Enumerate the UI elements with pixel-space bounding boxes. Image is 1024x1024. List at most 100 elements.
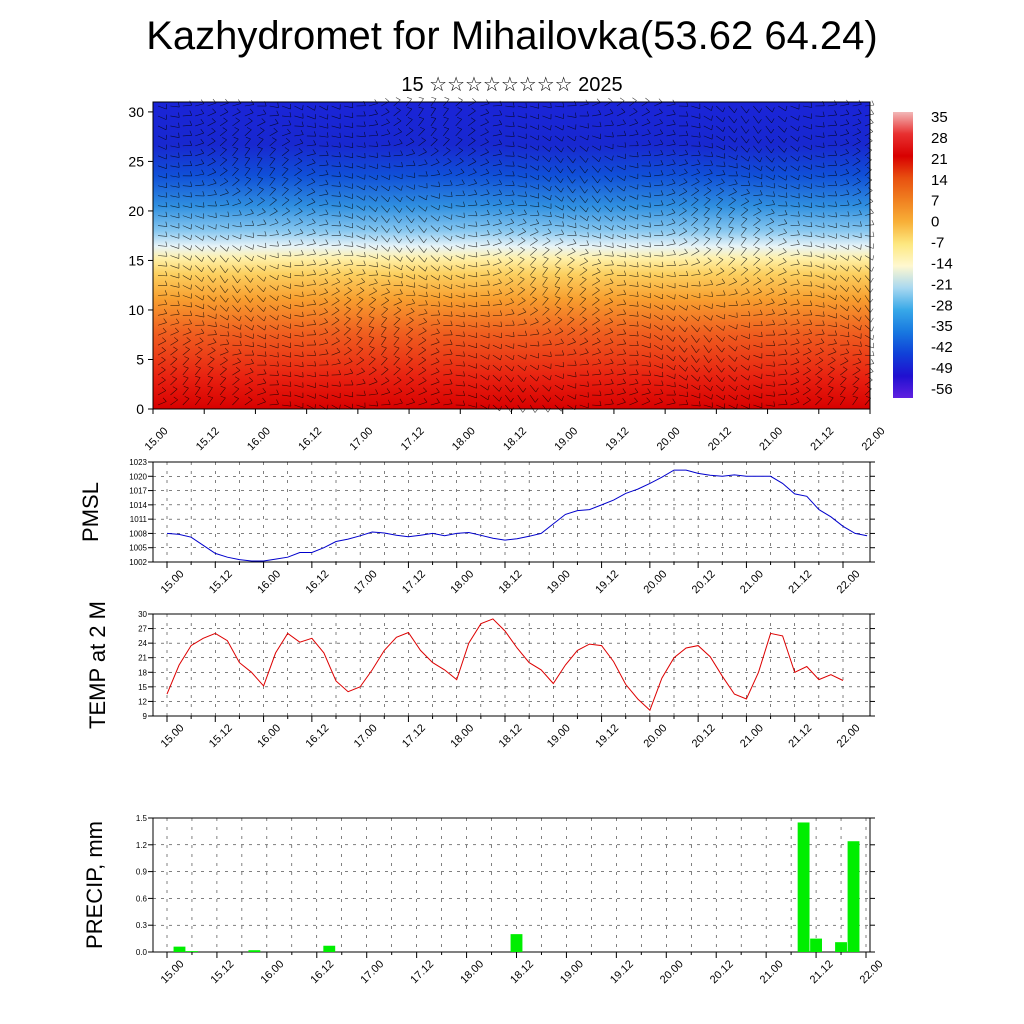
wind-barb [468, 334, 477, 338]
wind-barb-flag [806, 366, 811, 371]
wind-barb [368, 255, 378, 259]
wind-barb-flag [398, 218, 403, 224]
pmsl-x-tick-label: 21.12 [786, 568, 814, 596]
wind-barb-flag [758, 198, 763, 204]
wind-barb-flag [610, 348, 614, 353]
wind-barb-flag [835, 201, 838, 207]
wind-barb [653, 305, 663, 310]
wind-barb-flag [519, 266, 525, 270]
wind-barb [554, 258, 562, 266]
wind-barb [430, 341, 440, 346]
wind-barb-flag [471, 137, 476, 141]
wind-barb-flag [857, 288, 862, 293]
wind-barb [802, 235, 812, 237]
temp2m-x-tick-label: 15.12 [207, 722, 235, 750]
wind-barb-flag [498, 268, 502, 273]
wind-barb-flag [364, 142, 366, 148]
wind-barb-flag [425, 275, 428, 281]
wind-barb [691, 295, 701, 299]
wind-barb [331, 351, 341, 356]
wind-barb-flag [372, 366, 377, 371]
wind-barb [579, 205, 587, 213]
wind-barb [827, 205, 837, 207]
wind-barb [703, 394, 712, 400]
wind-barb [666, 143, 676, 147]
wind-barb [195, 184, 205, 187]
wind-barb-flag [165, 241, 168, 247]
wind-barb [790, 165, 799, 171]
wind-barb-flag [364, 184, 366, 190]
wind-barb-flag [190, 255, 192, 261]
wind-barb [592, 245, 602, 247]
wind-barb [480, 203, 490, 206]
wind-barb [492, 143, 502, 147]
wind-barb [269, 364, 279, 367]
wind-barb [678, 172, 688, 177]
wind-barb [443, 150, 451, 157]
wind-barb [480, 112, 490, 117]
wind-barb-flag [728, 236, 734, 239]
wind-barb [182, 185, 192, 187]
wind-barb [629, 195, 638, 200]
wind-barb-flag [436, 237, 440, 243]
wind-barb [232, 111, 241, 117]
wind-barb [306, 384, 316, 388]
wind-barb-flag [463, 351, 465, 357]
wind-barb [827, 255, 836, 261]
wind-barb [691, 374, 699, 382]
wind-barb-flag [211, 347, 216, 351]
pmsl-y-tick-label: 1011 [130, 515, 148, 524]
wind-barb-flag [363, 215, 366, 221]
wind-barb-flag [682, 227, 688, 232]
wind-barb-flag [438, 301, 441, 307]
wind-barb-flag [610, 399, 614, 404]
wind-barb [517, 231, 526, 236]
wind-barb-flag [351, 250, 354, 256]
wind-barb [343, 105, 353, 109]
wind-barb [703, 260, 712, 266]
wind-barb-flag [672, 119, 676, 125]
wind-barb [455, 265, 465, 270]
y-tick-label: 15 [128, 252, 144, 268]
wind-barb-flag [623, 289, 627, 295]
wind-barb-flag [499, 119, 503, 125]
wind-barb-flag [363, 390, 366, 396]
wind-barb [269, 199, 277, 206]
wind-barb-flag [339, 381, 341, 387]
wind-barb-flag [649, 232, 651, 238]
wind-barb-flag [262, 388, 267, 393]
wind-barb [765, 354, 775, 357]
wind-barb-flag [475, 210, 478, 216]
x-tick-label: 16.12 [296, 425, 324, 453]
wind-barb-flag [820, 338, 825, 343]
wind-barb-flag [520, 246, 525, 251]
wind-barb-flag [375, 196, 378, 202]
wind-barb [728, 125, 735, 133]
wind-barb-flag [335, 307, 340, 311]
wind-barb [356, 215, 365, 221]
wind-barb-flag [784, 349, 788, 355]
wind-barb [455, 315, 465, 318]
wind-barb-flag [302, 321, 304, 327]
wind-barb [443, 98, 450, 107]
wind-barb [455, 364, 465, 367]
wind-barb-flag [611, 166, 614, 172]
wind-barb [257, 275, 265, 282]
wind-barb-flag [711, 291, 713, 297]
wind-barb-flag [567, 296, 573, 299]
wind-barb-flag [659, 118, 663, 124]
wind-barb [864, 325, 872, 332]
wind-barb-flag [190, 275, 192, 281]
wind-barb-flag [840, 385, 846, 389]
wind-barb [591, 185, 598, 194]
wind-barb-flag [335, 337, 340, 342]
wind-barb [455, 215, 465, 218]
wind-barb [219, 255, 227, 263]
wind-barb [381, 165, 391, 169]
x-tick-label: 19.00 [552, 425, 580, 453]
wind-barb [480, 214, 490, 216]
wind-barb-flag [598, 250, 602, 255]
wind-barb [728, 344, 736, 352]
wind-barb-flag [487, 280, 490, 286]
wind-barb-flag [711, 151, 714, 157]
